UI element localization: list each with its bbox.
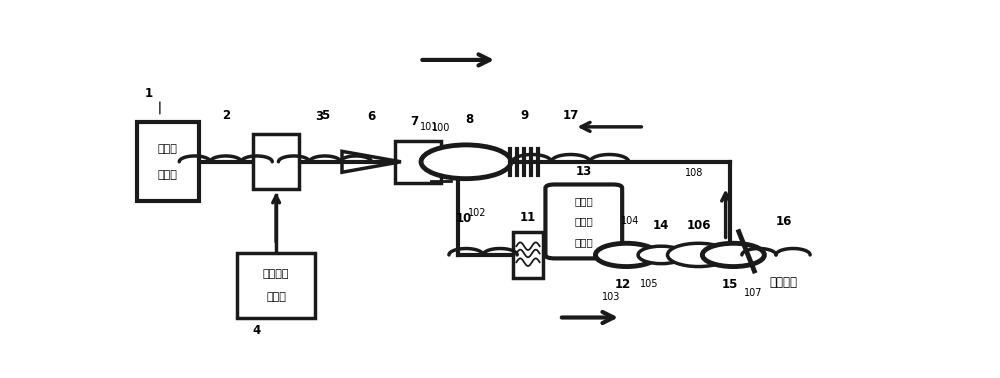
- Text: 101: 101: [420, 122, 438, 132]
- Bar: [253, 134, 299, 189]
- Text: 107: 107: [744, 288, 762, 298]
- Text: 108: 108: [685, 169, 704, 178]
- Text: 100: 100: [432, 123, 450, 133]
- Bar: [137, 122, 199, 201]
- Bar: [513, 232, 543, 278]
- Text: 1: 1: [144, 87, 152, 100]
- Bar: [395, 141, 441, 183]
- FancyBboxPatch shape: [545, 184, 622, 259]
- Bar: [237, 254, 315, 318]
- Text: 激光器: 激光器: [574, 237, 593, 247]
- Text: 2: 2: [222, 109, 230, 122]
- Text: 10: 10: [456, 212, 472, 225]
- Text: 11: 11: [520, 211, 536, 223]
- Text: 发生器: 发生器: [266, 292, 286, 302]
- Text: 激光输出: 激光输出: [770, 276, 798, 289]
- Text: 脉冲图形: 脉冲图形: [263, 269, 289, 279]
- Text: 可调谐: 可调谐: [158, 144, 178, 154]
- Text: 纤泵浦: 纤泵浦: [574, 217, 593, 226]
- Text: 15: 15: [721, 277, 738, 291]
- Text: 12: 12: [614, 277, 631, 291]
- Text: 13: 13: [576, 166, 592, 178]
- Text: 3: 3: [315, 110, 323, 123]
- Text: 103: 103: [602, 292, 620, 302]
- Text: 105: 105: [640, 279, 659, 289]
- Text: 102: 102: [468, 208, 487, 218]
- Text: 17: 17: [562, 109, 579, 122]
- Text: 5: 5: [321, 109, 329, 122]
- Text: 104: 104: [621, 217, 639, 226]
- Text: 掺铒光: 掺铒光: [574, 196, 593, 206]
- Text: 16: 16: [776, 215, 792, 228]
- Circle shape: [595, 243, 657, 266]
- Text: 4: 4: [253, 324, 261, 337]
- Text: 7: 7: [410, 115, 418, 127]
- Text: 6: 6: [367, 110, 376, 123]
- Circle shape: [638, 246, 685, 264]
- Text: 激光器: 激光器: [158, 170, 178, 180]
- Text: 9: 9: [520, 109, 528, 122]
- Text: 8: 8: [466, 113, 474, 126]
- Circle shape: [702, 243, 764, 266]
- Circle shape: [421, 145, 511, 179]
- Text: 106: 106: [686, 219, 711, 232]
- Text: 14: 14: [653, 219, 669, 232]
- Circle shape: [668, 243, 730, 266]
